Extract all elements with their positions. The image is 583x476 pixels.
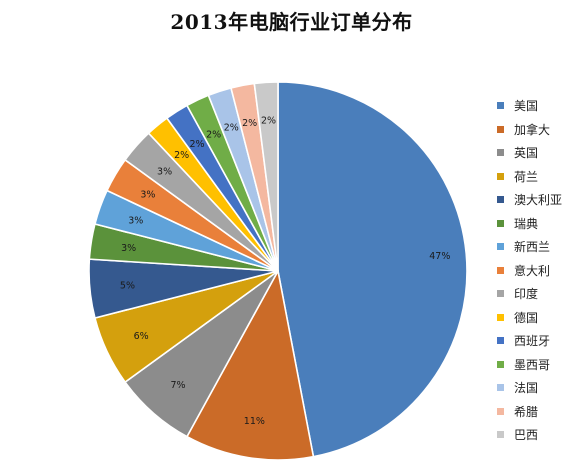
- slice-data-label-8: 3%: [140, 190, 155, 201]
- legend-swatch: [497, 290, 504, 298]
- legend-swatch: [497, 313, 504, 321]
- legend-swatch: [497, 431, 504, 439]
- pie-slices: [88, 81, 468, 461]
- legend-swatch: [497, 266, 504, 274]
- legend-label: 印度: [514, 287, 539, 302]
- legend-item: 希腊: [497, 400, 562, 424]
- slice-data-label-7: 3%: [128, 215, 143, 226]
- legend-swatch: [497, 384, 504, 392]
- legend-label: 希腊: [514, 404, 539, 419]
- legend-item: 加拿大: [497, 118, 562, 142]
- legend-swatch: [497, 172, 504, 180]
- slice-data-label-12: 2%: [206, 130, 221, 141]
- legend-label: 澳大利亚: [514, 193, 563, 208]
- legend-item: 墨西哥: [497, 353, 562, 377]
- pie-slice-1: [277, 81, 468, 458]
- legend-item: 印度: [497, 282, 562, 306]
- legend-item: 瑞典: [497, 212, 562, 236]
- slice-data-label-3: 7%: [170, 380, 185, 391]
- legend-item: 澳大利亚: [497, 188, 562, 212]
- slice-data-label-11: 2%: [189, 139, 204, 150]
- slice-data-label-9: 3%: [157, 167, 172, 178]
- slice-data-label-15: 2%: [261, 116, 276, 127]
- legend-item: 意大利: [497, 259, 562, 283]
- legend-item: 西班牙: [497, 329, 562, 353]
- slice-data-label-14: 2%: [242, 118, 257, 129]
- slice-data-label-13: 2%: [224, 123, 239, 134]
- legend-label: 法国: [514, 381, 539, 396]
- legend-swatch: [497, 219, 504, 227]
- slice-data-label-10: 2%: [174, 150, 189, 161]
- slice-data-label-2: 11%: [244, 416, 265, 427]
- legend-label: 西班牙: [514, 334, 551, 349]
- legend-swatch: [497, 196, 504, 204]
- legend-swatch: [497, 407, 504, 415]
- pie-slice-2: [186, 270, 315, 461]
- legend-swatch: [497, 102, 504, 110]
- legend-item: 英国: [497, 141, 562, 165]
- legend-swatch: [497, 149, 504, 157]
- chart-legend: 美国加拿大英国荷兰澳大利亚瑞典新西兰意大利印度德国西班牙墨西哥法国希腊巴西: [497, 94, 562, 447]
- legend-item: 美国: [497, 94, 562, 118]
- legend-swatch: [497, 360, 504, 368]
- legend-label: 墨西哥: [514, 357, 551, 372]
- legend-item: 荷兰: [497, 165, 562, 189]
- slice-data-label-6: 3%: [121, 243, 136, 254]
- legend-swatch: [497, 337, 504, 345]
- legend-label: 巴西: [514, 428, 539, 443]
- legend-label: 美国: [514, 99, 539, 114]
- legend-item: 新西兰: [497, 235, 562, 259]
- slice-data-label-4: 6%: [134, 331, 149, 342]
- legend-label: 德国: [514, 310, 539, 325]
- legend-item: 德国: [497, 306, 562, 330]
- legend-label: 荷兰: [514, 169, 539, 184]
- legend-item: 法国: [497, 376, 562, 400]
- slice-data-label-1: 47%: [429, 251, 450, 262]
- legend-label: 瑞典: [514, 216, 539, 231]
- legend-label: 新西兰: [514, 240, 551, 255]
- legend-item: 巴西: [497, 423, 562, 447]
- legend-label: 加拿大: [514, 122, 551, 137]
- pie-slice-15: [253, 81, 279, 272]
- pie-data-labels: 47%11%7%6%5%3%3%3%3%2%2%2%2% 2% 2%: [120, 116, 450, 427]
- chart-title: 2013年电脑行业订单分布: [170, 10, 413, 34]
- legend-label: 意大利: [514, 263, 551, 278]
- slice-data-label-5: 5%: [120, 281, 135, 292]
- legend-swatch: [497, 243, 504, 251]
- legend-swatch: [497, 125, 504, 133]
- legend-label: 英国: [514, 146, 539, 161]
